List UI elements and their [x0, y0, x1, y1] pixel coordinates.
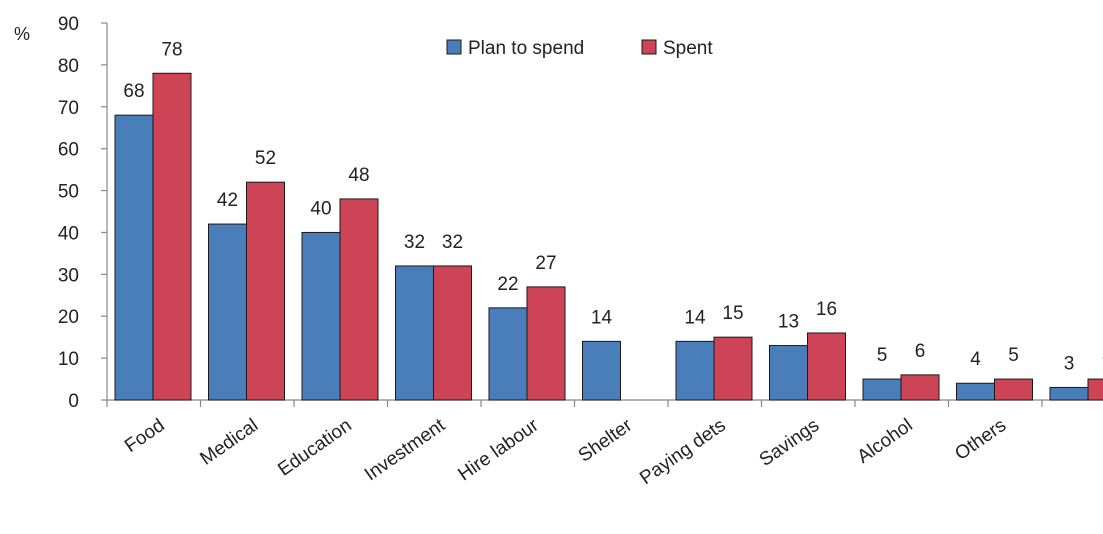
bar-spent	[339, 198, 379, 401]
bar-plan-to-spend	[956, 382, 995, 401]
legend: Plan to spend Spent	[446, 38, 713, 59]
bar-spent	[433, 265, 472, 401]
category-label: Paying dets	[636, 415, 729, 489]
category-label: Savings	[756, 415, 823, 471]
bar-plan-to-spend	[208, 223, 247, 401]
data-label: 78	[161, 39, 182, 60]
bar-spent	[152, 72, 192, 401]
bar-plan-to-spend	[1049, 386, 1089, 401]
data-labels: 68 78 42 52 40 48 32 32 22 27 14 14 15 13 16 5 6 4 5 3 5	[123, 39, 1103, 374]
data-label: 14	[684, 307, 706, 328]
bars	[114, 72, 1103, 401]
bar-spent	[994, 378, 1033, 401]
legend-swatch	[641, 39, 657, 55]
y-tick-label: 30	[58, 265, 79, 286]
bar-spent	[1087, 378, 1103, 401]
y-unit-label: %	[14, 24, 30, 44]
bar-plan-to-spend	[769, 345, 808, 401]
bar-plan-to-spend	[301, 231, 341, 401]
bar-plan-to-spend	[675, 340, 715, 401]
data-label: 40	[310, 198, 331, 219]
y-tick-label: 60	[58, 140, 79, 161]
y-tick-label: 90	[58, 14, 79, 35]
data-label: 5	[1102, 345, 1103, 366]
data-label: 32	[404, 232, 425, 253]
category-label: Investment	[361, 414, 450, 485]
data-label: 5	[877, 345, 888, 366]
data-label: 15	[722, 303, 743, 324]
y-tick-label: 80	[58, 56, 79, 77]
data-label: 16	[816, 299, 837, 320]
data-label: 13	[778, 312, 799, 333]
data-label: 14	[591, 307, 613, 328]
y-tick-label: 70	[58, 98, 79, 119]
y-tick-label: 40	[58, 223, 79, 244]
bar-spent	[807, 332, 846, 401]
bar-plan-to-spend	[488, 307, 528, 401]
legend-swatch	[446, 39, 462, 55]
category-label: Food	[121, 415, 169, 457]
bar-plan-to-spend	[395, 265, 434, 401]
legend-label: Plan to spend	[468, 38, 584, 59]
y-tick-label: 10	[58, 349, 79, 370]
category-label: Alcohol	[854, 415, 917, 468]
data-label: 3	[1064, 353, 1075, 374]
data-label: 42	[217, 190, 238, 211]
data-label: 27	[535, 253, 556, 274]
y-tick-label: 20	[58, 307, 79, 328]
bar-spent	[713, 336, 753, 401]
category-label: Education	[274, 415, 355, 481]
bar-spent	[246, 181, 285, 401]
category-label: Hire labour	[454, 415, 543, 486]
y-tick-label: 0	[68, 391, 79, 412]
data-label: 6	[915, 341, 926, 362]
data-label: 22	[497, 274, 518, 295]
category-label: Others	[951, 415, 1010, 465]
bar-plan-to-spend	[582, 340, 621, 401]
bar-plan-to-spend	[862, 378, 902, 401]
data-label: 4	[970, 349, 981, 370]
data-label: 52	[255, 148, 276, 169]
data-label: 48	[348, 165, 369, 186]
data-label: 32	[442, 232, 463, 253]
x-axis	[106, 399, 1103, 407]
y-tick-label: 50	[58, 182, 79, 203]
legend-label: Spent	[663, 38, 713, 59]
bar-spent	[900, 374, 940, 401]
data-label: 68	[123, 81, 144, 102]
bar-spent	[526, 286, 566, 401]
category-label: Shelter	[575, 415, 637, 467]
y-axis: 0 10 20 30 40 50 60 70 80 90	[58, 14, 108, 412]
category-label: Medical	[196, 415, 262, 470]
bar-plan-to-spend	[114, 114, 154, 401]
category-labels: Food Medical Education Investment Hire labou…	[121, 414, 1010, 489]
data-label: 5	[1008, 345, 1019, 366]
